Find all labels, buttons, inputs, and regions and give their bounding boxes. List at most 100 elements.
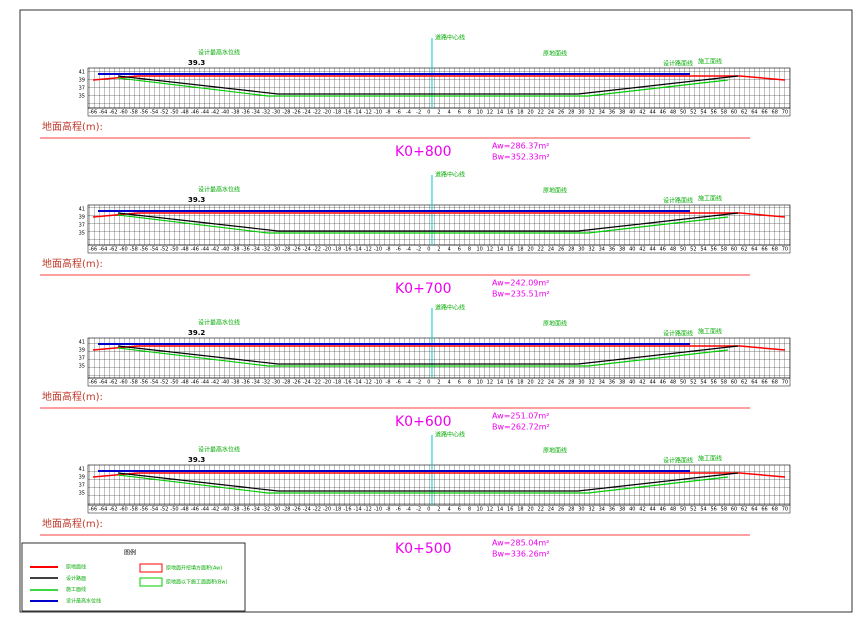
design-line	[92, 472, 786, 478]
y-tick-label: 39	[79, 475, 85, 481]
x-tick-label: 8	[468, 380, 471, 386]
x-tick-label: 24	[548, 507, 554, 513]
x-tick-label: 50	[680, 380, 686, 386]
x-tick-label: 26	[558, 247, 564, 253]
x-tick-label: 60	[731, 247, 737, 253]
x-tick-label: -12	[364, 110, 372, 116]
x-tick-label: -54	[150, 247, 158, 253]
x-tick-label: 60	[731, 380, 737, 386]
x-tick-label: 4	[448, 247, 451, 253]
x-tick-label: 28	[568, 507, 574, 513]
y-tick-label: 41	[79, 70, 85, 76]
x-tick-label: -18	[333, 380, 341, 386]
x-tick-label: 70	[782, 380, 788, 386]
x-tick-label: 60	[731, 507, 737, 513]
annotation: 施工面线	[698, 455, 722, 463]
x-tick-label: -42	[211, 507, 219, 513]
x-tick-label: 6	[458, 380, 461, 386]
x-tick-label: -36	[242, 247, 250, 253]
level-label: 39.3	[188, 59, 205, 67]
ground-line	[117, 345, 739, 365]
x-tick-label: 36	[609, 110, 615, 116]
y-tick-label: 37	[79, 356, 85, 362]
x-tick-label: -2	[416, 507, 421, 513]
design-line	[92, 345, 786, 351]
legend-label: 施工面线	[66, 586, 86, 593]
x-tick-label: -4	[406, 110, 411, 116]
x-tick-label: 12	[487, 507, 493, 513]
legend-label: 原地面开挖填方面积(Aw)	[166, 565, 222, 572]
x-tick-label: -40	[221, 380, 229, 386]
x-tick-label: 44	[649, 507, 655, 513]
construct-line	[117, 474, 729, 494]
x-tick-label: -8	[386, 507, 391, 513]
annotation: 道路中心线	[435, 171, 465, 179]
x-tick-label: -60	[120, 380, 128, 386]
frame	[19, 9, 853, 613]
x-tick-label: -50	[170, 247, 178, 253]
x-tick-label: 52	[690, 247, 696, 253]
x-tick-label: -64	[99, 380, 107, 386]
legend-label: 设计最高水位线	[66, 597, 101, 604]
x-tick-label: 30	[578, 247, 584, 253]
x-tick-label: -48	[181, 507, 189, 513]
x-tick-label: 0	[427, 110, 430, 116]
x-tick-label: -50	[170, 380, 178, 386]
x-tick-label: -46	[191, 247, 199, 253]
x-tick-label: -66	[89, 507, 97, 513]
x-tick-label: -60	[120, 110, 128, 116]
x-tick-label: 20	[527, 507, 533, 513]
x-tick-label: 26	[558, 380, 564, 386]
y-tick-label: 35	[79, 364, 85, 370]
x-tick-label: 8	[468, 247, 471, 253]
x-tick-label: 10	[477, 110, 483, 116]
x-tick-label: 56	[711, 247, 717, 253]
x-tick-label: 4	[448, 507, 451, 513]
x-tick-label: 62	[741, 380, 747, 386]
x-tick-label: -16	[343, 507, 351, 513]
x-tick-label: 70	[782, 507, 788, 513]
x-tick-label: -10	[374, 110, 382, 116]
legend-label: 原地面线	[66, 564, 86, 571]
x-tick-label: -38	[231, 380, 239, 386]
x-tick-label: -52	[160, 380, 168, 386]
x-tick-label: 2	[437, 380, 440, 386]
x-tick-label: 22	[538, 507, 544, 513]
area-a: Aw=242.09m²	[492, 279, 549, 288]
x-tick-label: 26	[558, 110, 564, 116]
x-tick-label: -18	[333, 507, 341, 513]
x-tick-label: 46	[660, 380, 666, 386]
x-tick-label: 30	[578, 380, 584, 386]
x-tick-label: 24	[548, 110, 554, 116]
y-tick-label: 41	[79, 467, 85, 473]
x-tick-label: -60	[120, 247, 128, 253]
x-tick-label: 58	[721, 247, 727, 253]
x-tick-label: -58	[130, 110, 138, 116]
x-tick-label: 44	[649, 110, 655, 116]
x-tick-label: -34	[252, 380, 260, 386]
y-tick-label: 37	[79, 223, 85, 229]
x-tick-label: 54	[700, 507, 706, 513]
x-tick-label: -30	[272, 110, 280, 116]
x-tick-label: -46	[191, 380, 199, 386]
x-tick-label: -18	[333, 110, 341, 116]
annotation: 道路中心线	[435, 34, 465, 42]
x-tick-label: -16	[343, 110, 351, 116]
x-tick-label: -8	[386, 380, 391, 386]
area-a: Aw=285.04m²	[492, 539, 549, 548]
x-tick-label: 22	[538, 380, 544, 386]
x-tick-label: 24	[548, 380, 554, 386]
x-tick-label: 16	[507, 380, 513, 386]
x-tick-label: -6	[396, 380, 401, 386]
x-tick-label: 52	[690, 380, 696, 386]
x-tick-label: -16	[343, 247, 351, 253]
x-tick-label: -34	[252, 110, 260, 116]
x-tick-label: -42	[211, 380, 219, 386]
x-tick-label: -14	[354, 247, 362, 253]
station: K0+600	[395, 414, 452, 430]
x-tick-label: -60	[120, 507, 128, 513]
x-tick-label: -14	[354, 380, 362, 386]
y-tick-label: 39	[79, 215, 85, 221]
